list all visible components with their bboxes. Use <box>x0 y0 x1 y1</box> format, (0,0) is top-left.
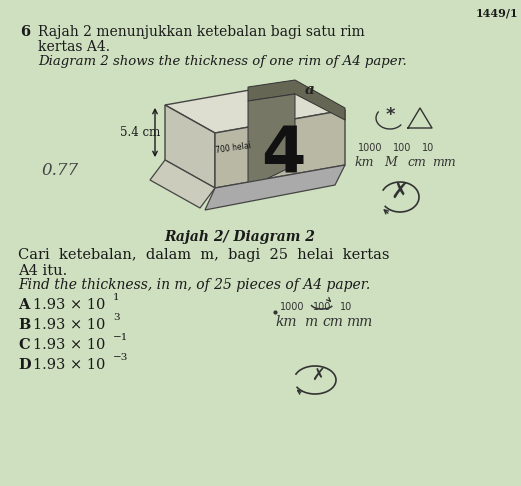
Text: 1000: 1000 <box>358 143 382 153</box>
Text: a: a <box>305 83 315 97</box>
Text: 6: 6 <box>20 25 30 39</box>
Polygon shape <box>215 110 345 188</box>
Text: 4: 4 <box>261 124 305 186</box>
Text: A: A <box>18 298 29 312</box>
Text: cm: cm <box>407 156 426 169</box>
Text: D: D <box>18 358 31 372</box>
Polygon shape <box>205 165 345 210</box>
Text: A4 itu.: A4 itu. <box>18 264 67 278</box>
Text: mm: mm <box>432 156 456 169</box>
Text: Find the thickness, in m, of 25 pieces of A4 paper.: Find the thickness, in m, of 25 pieces o… <box>18 278 370 292</box>
Polygon shape <box>150 160 215 208</box>
Text: 5.4 cm: 5.4 cm <box>120 125 160 139</box>
Text: −1: −1 <box>113 333 128 342</box>
Text: Cari  ketebalan,  dalam  m,  bagi  25  helai  kertas: Cari ketebalan, dalam m, bagi 25 helai k… <box>18 248 390 262</box>
Text: 1449/1: 1449/1 <box>475 8 518 19</box>
Text: 1.93 × 10: 1.93 × 10 <box>33 338 105 352</box>
Text: 10: 10 <box>340 302 352 312</box>
Text: mm: mm <box>346 315 372 329</box>
Text: km: km <box>275 315 296 329</box>
Text: m: m <box>304 315 317 329</box>
Text: 1: 1 <box>113 293 120 302</box>
Text: 100: 100 <box>393 143 412 153</box>
Text: 3: 3 <box>113 313 120 322</box>
Text: M: M <box>384 156 397 169</box>
Text: Rajah 2/ Diagram 2: Rajah 2/ Diagram 2 <box>165 230 315 244</box>
Text: 0.77: 0.77 <box>42 161 79 178</box>
Text: 1.93 × 10: 1.93 × 10 <box>33 358 105 372</box>
Polygon shape <box>248 80 345 120</box>
Text: cm: cm <box>322 315 343 329</box>
Text: kertas A4.: kertas A4. <box>38 40 110 54</box>
Polygon shape <box>165 105 215 188</box>
Text: ✗: ✗ <box>391 182 410 202</box>
Text: B: B <box>18 318 30 332</box>
Text: 10: 10 <box>422 143 434 153</box>
Text: −3: −3 <box>113 353 128 362</box>
Text: 1000: 1000 <box>280 302 304 312</box>
Text: 1.93 × 10: 1.93 × 10 <box>33 318 105 332</box>
Text: ✗: ✗ <box>311 366 325 384</box>
Text: 100: 100 <box>313 302 331 312</box>
Text: Diagram 2 shows the thickness of one rim of A4 paper.: Diagram 2 shows the thickness of one rim… <box>38 55 407 68</box>
Text: 700 helai: 700 helai <box>215 141 251 155</box>
Text: C: C <box>18 338 30 352</box>
Text: km: km <box>354 156 374 169</box>
Text: 1.93 × 10: 1.93 × 10 <box>33 298 105 312</box>
Text: *: * <box>385 106 395 124</box>
Polygon shape <box>165 82 345 133</box>
Polygon shape <box>248 94 295 188</box>
Text: Rajah 2 menunjukkan ketebalan bagi satu rim: Rajah 2 menunjukkan ketebalan bagi satu … <box>38 25 365 39</box>
